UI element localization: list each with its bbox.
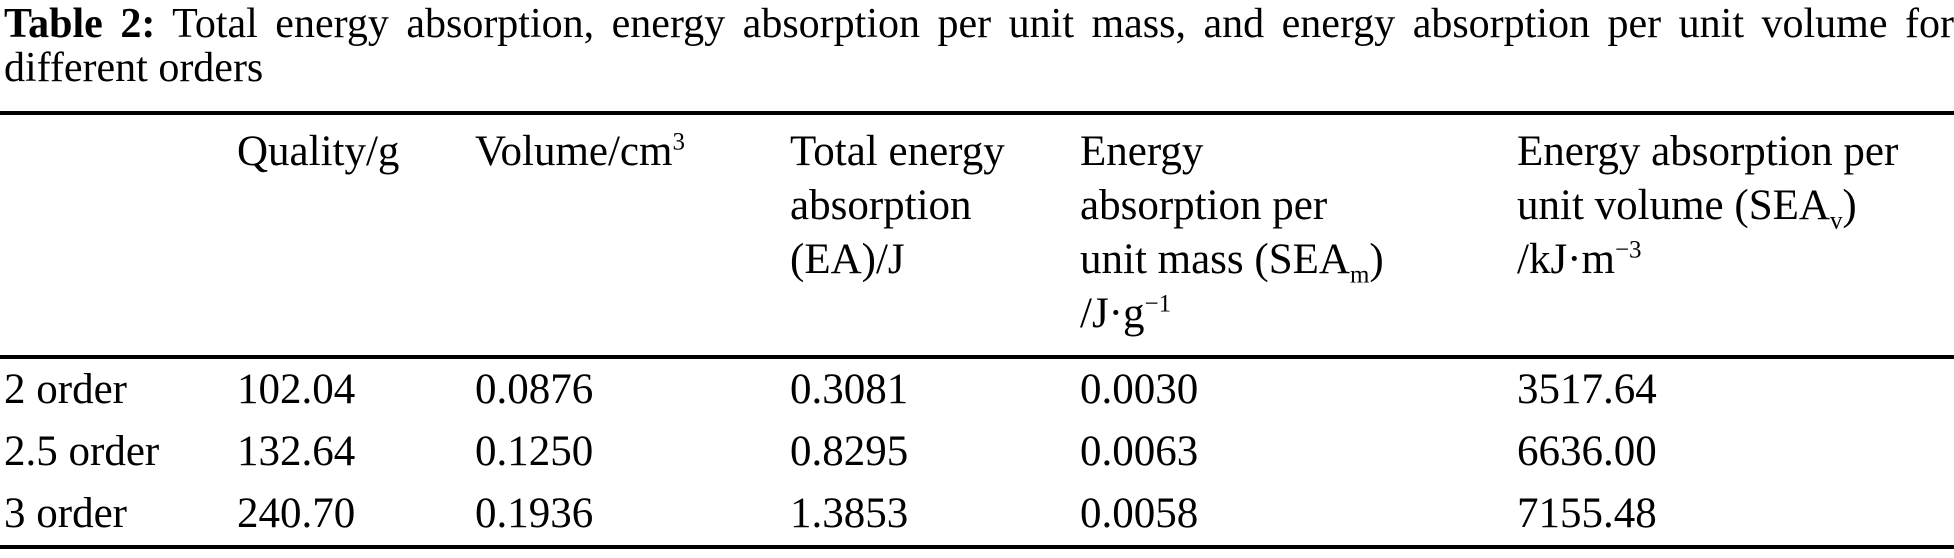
header-sea-mass-subscript: m [1349, 261, 1370, 289]
header-sea-mass-line2: absorption per [1080, 182, 1328, 229]
cell-sea-mass: 0.0063 [1080, 428, 1199, 475]
table-body: 2 order 102.04 0.0876 0.3081 0.0030 3517… [0, 357, 1954, 547]
table-header: Quality/g Volume/cm3 Total energy absorp… [0, 113, 1954, 357]
cell-sea-volume: 3517.64 [1517, 366, 1657, 413]
table-caption: Table 2: Total energy absorption, energy… [0, 0, 1954, 90]
cell-sea-volume: 6636.00 [1517, 428, 1657, 475]
caption-label: Table 2: [4, 1, 156, 47]
caption-text: Total energy absorption, energy absorpti… [4, 1, 1954, 91]
header-volume: Volume/cm3 [475, 113, 790, 357]
cell-sea-mass: 0.0030 [1080, 366, 1199, 413]
header-sea-volume-line3: /kJ·m−3 [1517, 236, 1642, 283]
header-ea-line2: absorption [790, 182, 972, 229]
cell-volume: 0.0876 [475, 366, 594, 413]
cell-volume: 0.1936 [475, 490, 594, 537]
header-sea-mass-line3: unit mass (SEAm) [1080, 236, 1384, 289]
cell-quality: 102.04 [237, 366, 356, 413]
header-ea-line1: Total energy [790, 128, 1005, 175]
header-ea-line3: (EA)/J [790, 236, 905, 283]
header-sea-volume-line2: unit volume (SEAv) [1517, 182, 1857, 235]
cell-ea: 1.3853 [790, 490, 909, 537]
header-row: Quality/g Volume/cm3 Total energy absorp… [0, 113, 1954, 357]
cell-sea-mass: 0.0058 [1080, 490, 1199, 537]
cell-ea: 0.3081 [790, 366, 909, 413]
header-volume-exponent: 3 [672, 128, 685, 156]
header-total-energy-absorption: Total energy absorption (EA)/J [790, 113, 1080, 357]
header-sea-mass-exponent: −1 [1144, 290, 1172, 318]
header-row-label [0, 113, 237, 357]
table-row: 3 order 240.70 0.1936 1.3853 0.0058 7155… [0, 483, 1954, 547]
header-quality: Quality/g [237, 128, 400, 175]
row-label: 2 order [4, 366, 127, 413]
header-sea-mass: Energy absorption per unit mass (SEAm) /… [1080, 113, 1517, 357]
header-sea-volume-exponent: −3 [1614, 236, 1642, 264]
table-row: 2 order 102.04 0.0876 0.3081 0.0030 3517… [0, 357, 1954, 421]
cell-volume: 0.1250 [475, 428, 594, 475]
cell-sea-volume: 7155.48 [1517, 490, 1657, 537]
cell-ea: 0.8295 [790, 428, 909, 475]
cell-quality: 132.64 [237, 428, 356, 475]
header-sea-volume: Energy absorption per unit volume (SEAv)… [1517, 113, 1954, 357]
header-sea-volume-line1: Energy absorption per [1517, 128, 1899, 175]
table-row: 2.5 order 132.64 0.1250 0.8295 0.0063 66… [0, 421, 1954, 483]
header-sea-mass-line1: Energy [1080, 128, 1204, 175]
cell-quality: 240.70 [237, 490, 356, 537]
row-label: 3 order [4, 490, 127, 537]
row-label: 2.5 order [4, 428, 160, 475]
data-table: Quality/g Volume/cm3 Total energy absorp… [0, 111, 1954, 549]
header-volume-base: Volume/cm [475, 128, 673, 175]
header-sea-volume-subscript: v [1829, 207, 1843, 235]
header-sea-mass-line4: /J·g−1 [1080, 290, 1172, 337]
